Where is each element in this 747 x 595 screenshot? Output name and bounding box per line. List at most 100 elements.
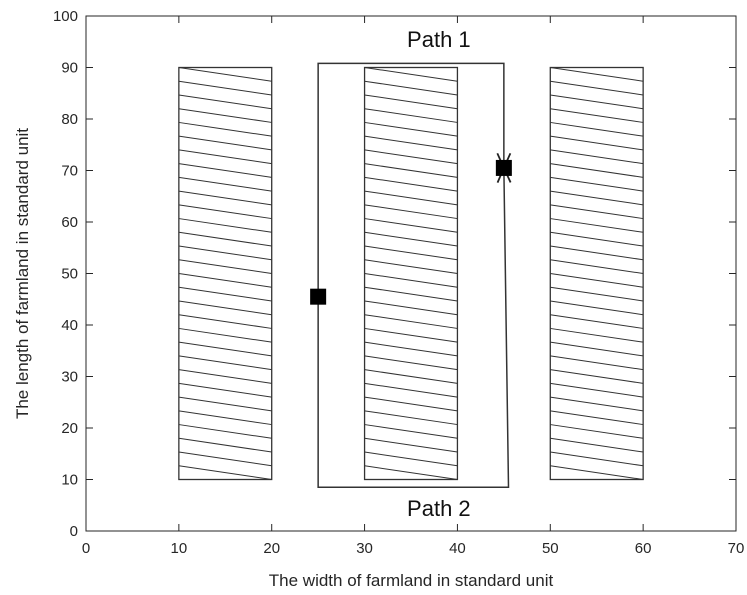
field-1-hatch [178,465,272,480]
field-2-hatch [364,121,458,137]
field-3-hatch [550,410,644,426]
field-3-hatch [550,273,644,288]
x-tick-label: 10 [171,540,188,557]
field-2-hatch [364,396,458,412]
field-3-hatch [550,163,644,178]
path-2-line [317,167,510,488]
field-3-hatch [550,80,644,96]
y-tick-label: 20 [61,420,78,437]
y-tick-label: 0 [70,523,78,540]
y-tick-label: 40 [61,317,78,334]
field-2-hatch [364,465,458,480]
marker-1 [310,288,327,305]
field-2-hatch [364,300,458,316]
field-2-hatch [364,163,458,178]
field-1-hatch [178,273,272,288]
field-1-hatch [178,341,272,357]
field-1-hatch [178,396,272,412]
field-1-hatch [178,80,272,96]
field-1-hatch [178,94,272,110]
field-2-hatch [364,355,458,371]
field-3-hatch [550,204,644,220]
field-3-hatch [550,245,644,261]
field-1-hatch [178,369,272,384]
field-2-hatch [364,341,458,357]
field-2-hatch [364,218,458,233]
field-3-hatch [550,396,644,412]
field-3-hatch [550,259,644,274]
field-2-hatch [364,437,458,453]
field-3-hatch [550,465,644,480]
path-1-line [317,62,505,297]
field-1-hatch [178,286,272,302]
field-1-hatch [178,245,272,261]
field-2-hatch [364,369,458,384]
field-3-hatch [550,424,644,439]
field-2-hatch [364,108,458,123]
x-tick-label: 70 [728,540,745,557]
field-3-hatch [550,135,644,151]
field-3-hatch [550,369,644,384]
y-tick-label: 70 [61,163,78,180]
x-axis-ticks: 0 10 20 30 40 50 60 70 [82,16,745,557]
x-tick-label: 0 [82,540,90,557]
y-tick-label: 10 [61,472,78,489]
x-tick-label: 20 [263,540,280,557]
field-3-hatch [550,355,644,371]
field-1-hatch [178,176,272,192]
y-tick-label: 50 [61,266,78,283]
field-2-hatch [364,273,458,288]
field-3-hatch [550,218,644,233]
field-2-hatch [364,424,458,439]
field-1-hatch [178,259,272,274]
field-1-hatch [178,424,272,439]
field-1-hatch [178,149,272,165]
field-3-hatch [550,94,644,110]
field-1-hatch [178,67,272,82]
field-3-hatch [550,341,644,357]
field-1-hatch [178,204,272,220]
field-1-hatch [178,108,272,123]
field-2-hatch [364,190,458,206]
field-2-hatch [364,327,458,343]
field-3-hatch [550,121,644,137]
field-1-hatch [178,121,272,137]
y-tick-label: 90 [61,60,78,77]
x-tick-label: 50 [542,540,559,557]
field-1-hatch [178,190,272,206]
field-1-hatch [178,163,272,178]
x-tick-label: 30 [356,540,373,557]
field-1-hatch [178,382,272,398]
field-2-hatch [364,451,458,467]
field-2-hatch [364,314,458,329]
field-2-hatch [364,204,458,220]
path-annotations: Path 1 Path 2 [407,27,471,521]
field-2-hatch [364,149,458,165]
field-3-hatch [550,149,644,165]
x-axis-label: The width of farmland in standard unit [269,571,554,590]
y-tick-label: 30 [61,369,78,386]
field-2-hatch [364,94,458,110]
field-3-hatch [550,108,644,123]
field-2-hatch [364,231,458,247]
field-2-hatch [364,259,458,274]
field-3-hatch [550,327,644,343]
field-3-hatch [550,190,644,206]
field-3-hatch [550,67,644,82]
field-3-hatch [550,382,644,398]
marker-2 [495,159,512,176]
field-3-hatch [550,176,644,192]
field-3-hatch [550,300,644,316]
field-1-hatch [178,314,272,329]
field-1-hatch [178,437,272,453]
field-3-hatch [550,314,644,329]
y-tick-label: 100 [53,8,78,25]
field-1-hatch [178,231,272,247]
path-2-label: Path 2 [407,496,471,521]
field-1-hatch [178,300,272,316]
y-tick-label: 60 [61,214,78,231]
field-2-hatch [364,135,458,151]
path-markers [310,159,512,305]
field-1-hatch [178,135,272,151]
